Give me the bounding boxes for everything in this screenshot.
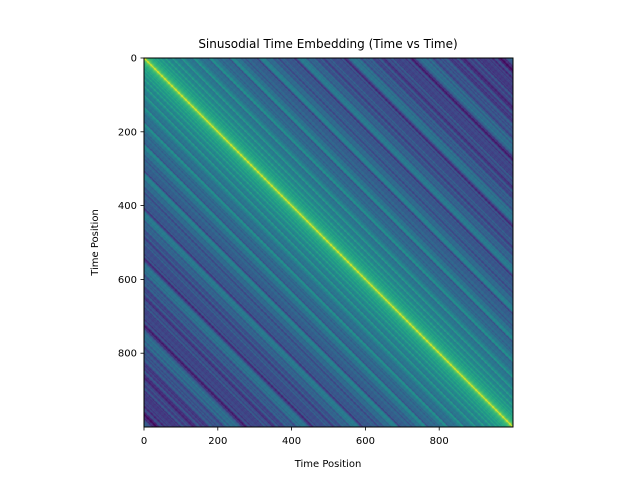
y-tick-label: 800 bbox=[118, 349, 137, 360]
plot-frame bbox=[143, 57, 514, 428]
x-tick-label: 800 bbox=[430, 436, 449, 447]
y-axis-label: Time Position bbox=[90, 209, 101, 277]
x-tick-label: 600 bbox=[356, 436, 375, 447]
x-axis-label: Time Position bbox=[294, 459, 362, 470]
chart-title: Sinusodial Time Embedding (Time vs Time) bbox=[198, 37, 457, 51]
y-tick-label: 600 bbox=[118, 275, 137, 286]
y-tick-label: 200 bbox=[118, 127, 137, 138]
x-axis-ticks: 0 200 400 600 800 bbox=[141, 427, 449, 447]
x-tick-label: 200 bbox=[208, 436, 227, 447]
x-tick-label: 400 bbox=[282, 436, 301, 447]
x-tick-label: 0 bbox=[141, 436, 147, 447]
y-axis-ticks: 0 200 400 600 800 bbox=[118, 54, 144, 360]
y-tick-label: 400 bbox=[118, 201, 137, 212]
y-tick-label: 0 bbox=[131, 54, 137, 65]
heatmap-image bbox=[144, 58, 513, 427]
